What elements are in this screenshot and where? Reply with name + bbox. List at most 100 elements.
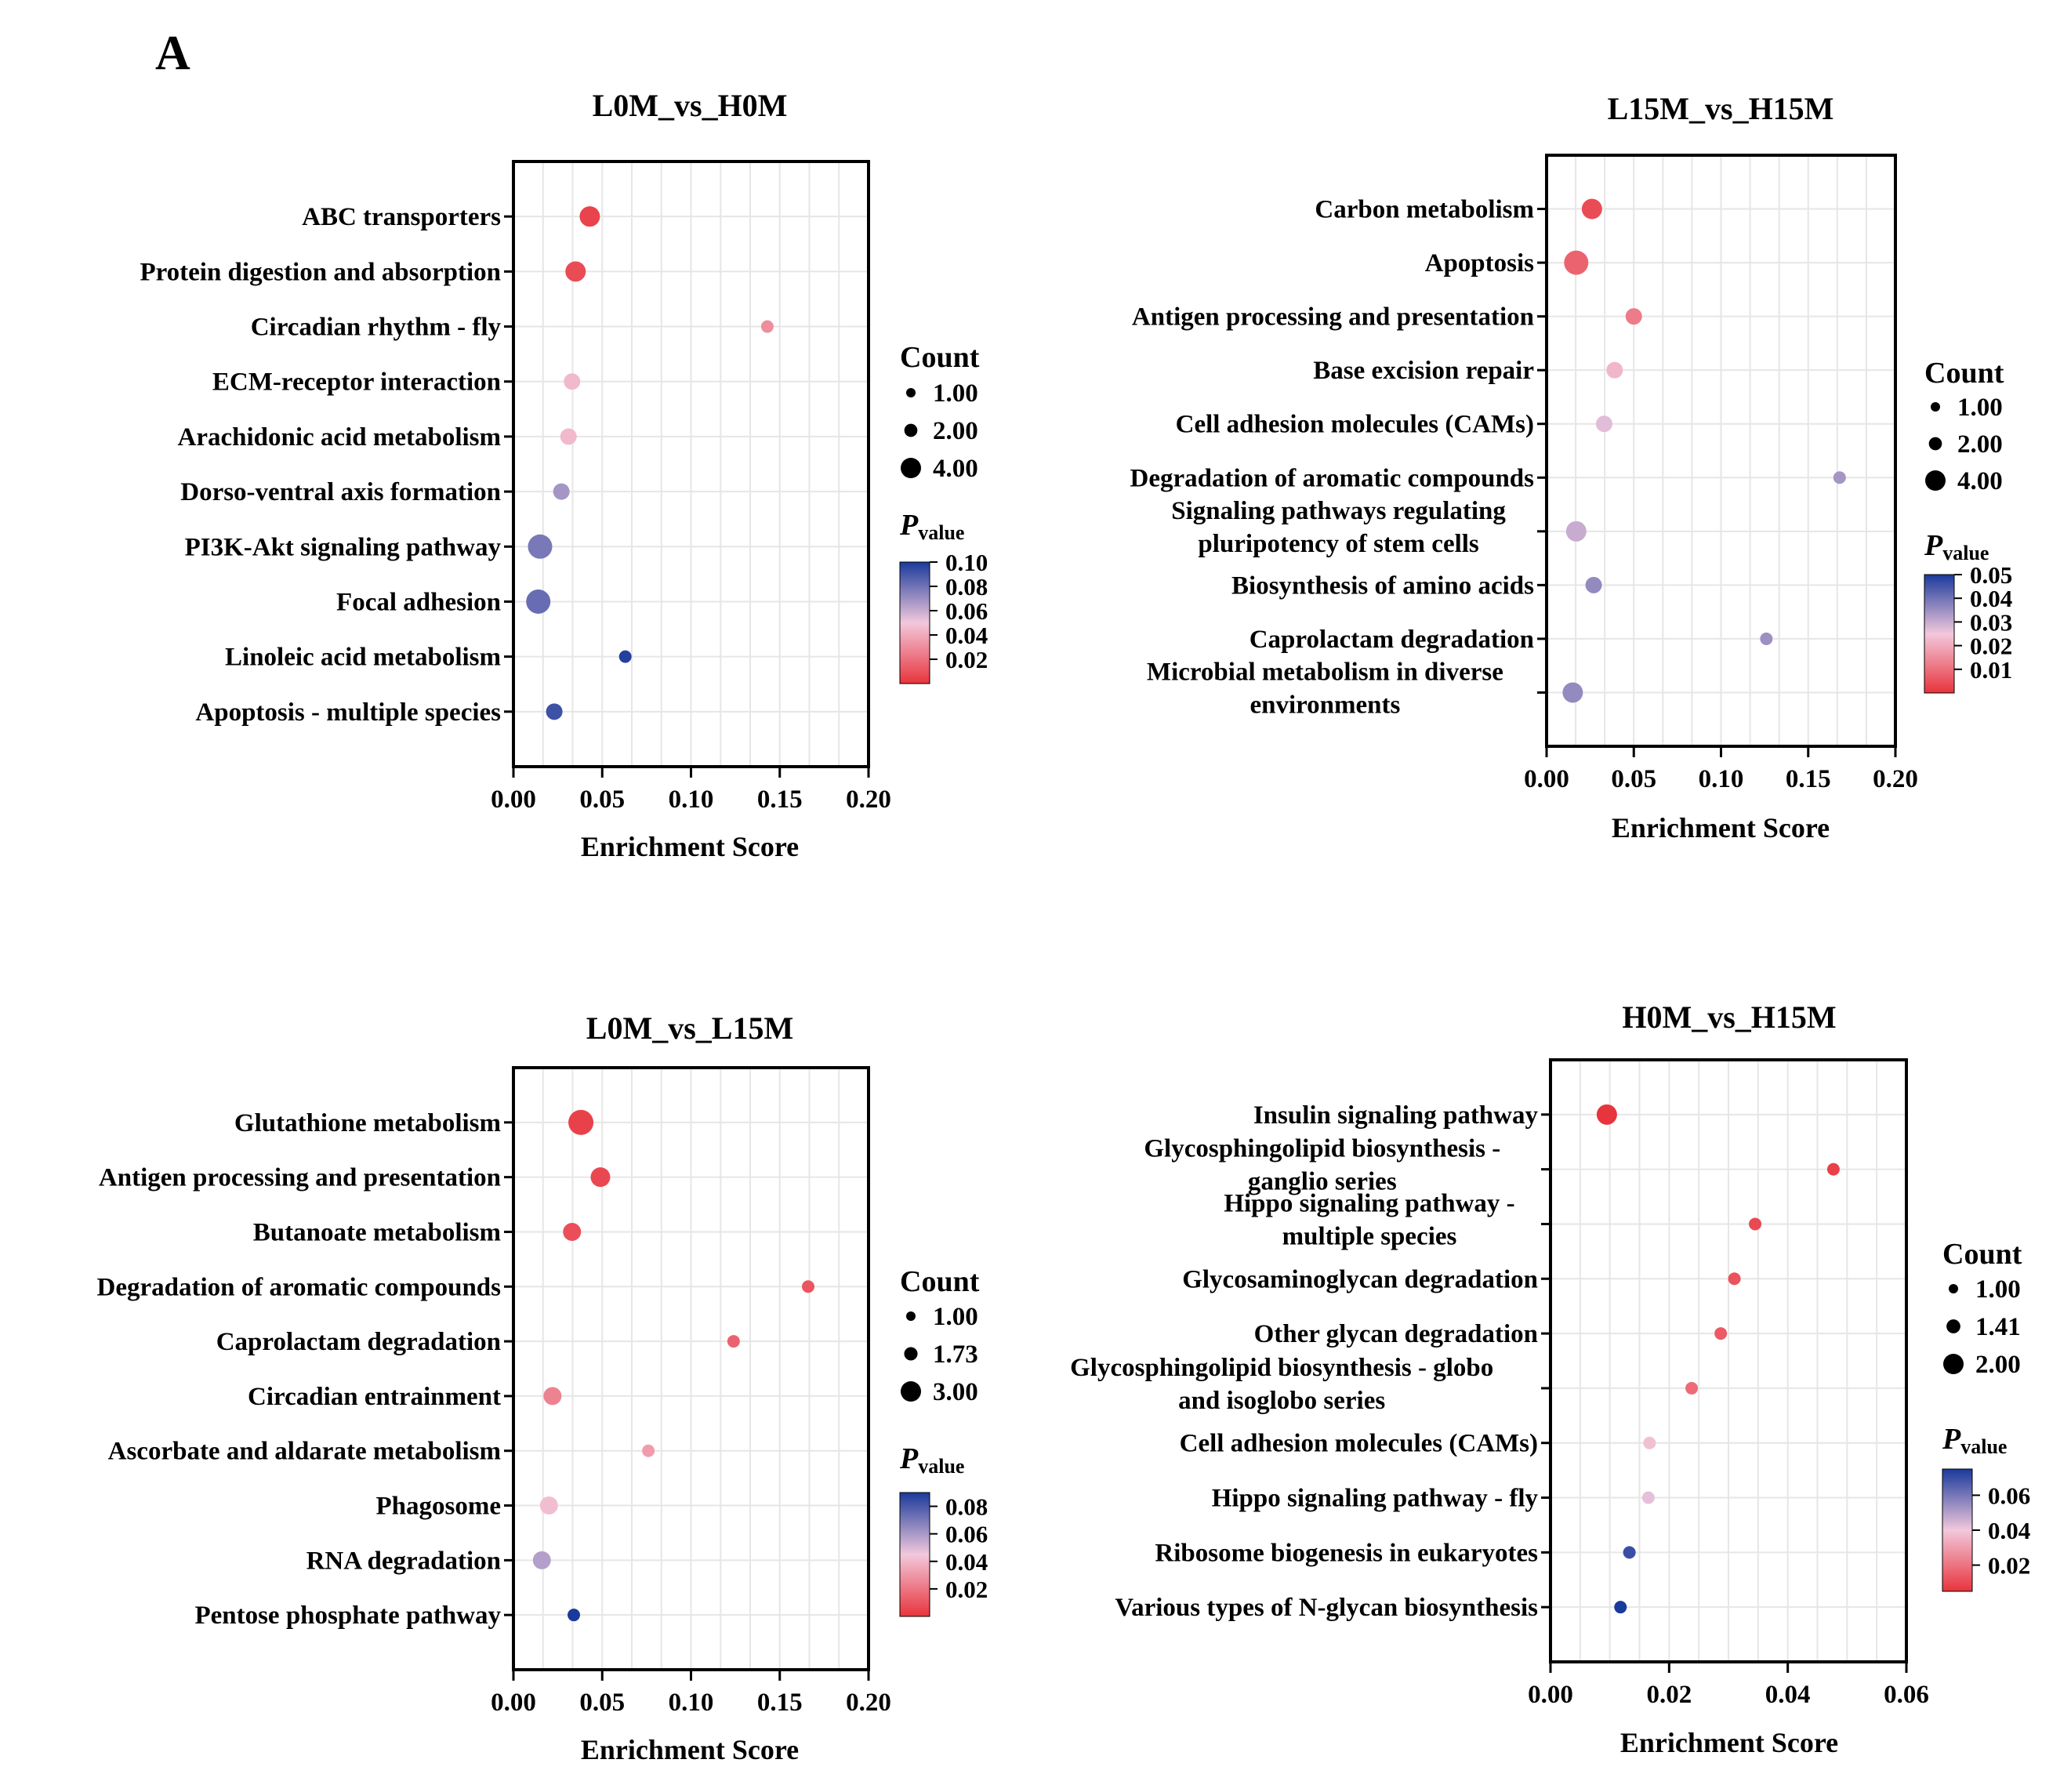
x-axis-label: Enrichment Score (1612, 812, 1830, 843)
count-legend-dot (1925, 470, 1946, 491)
y-tick-label: Arachidonic acid metabolism (178, 423, 501, 452)
count-legend-dot (901, 458, 921, 478)
y-tick-label: Ascorbate and aldarate metabolism (108, 1438, 501, 1466)
pvalue-legend-title: Pvalue (899, 509, 964, 544)
x-axis-label: Enrichment Score (581, 831, 799, 862)
count-legend-title: Count (1924, 357, 2004, 390)
pvalue-colorbar (899, 1492, 930, 1617)
colorbar-tick-label: 0.08 (945, 1493, 988, 1521)
data-point (590, 1167, 611, 1188)
data-point (1749, 1217, 1762, 1231)
data-point (760, 320, 774, 333)
x-tick-label: 0.00 (1524, 765, 1569, 793)
data-point (1596, 1104, 1617, 1125)
count-legend-label: 4.00 (933, 455, 978, 483)
data-point (1562, 682, 1583, 703)
x-axis-label: Enrichment Score (581, 1734, 799, 1765)
data-point (528, 534, 553, 559)
x-tick-label: 0.20 (1873, 765, 1918, 793)
y-tick-label: Caprolactam degradation (216, 1328, 501, 1356)
x-tick-label: 0.10 (1699, 765, 1744, 793)
count-legend-dot (906, 1311, 916, 1321)
data-point (568, 1609, 581, 1622)
data-point (560, 428, 577, 445)
y-tick-label: Butanoate metabolism (253, 1218, 501, 1246)
data-point (1833, 471, 1846, 484)
colorbar-tick-label: 0.10 (945, 549, 988, 576)
data-point (553, 483, 570, 500)
colorbar-tick-label: 0.08 (945, 573, 988, 600)
count-legend-dot (1949, 1284, 1958, 1293)
y-tick-label: ECM-receptor interaction (212, 368, 501, 397)
chart-title: L0M_vs_H0M (593, 88, 788, 123)
y-tick-label: Protein digestion and absorption (140, 258, 501, 286)
count-legend-label: 3.00 (933, 1378, 978, 1406)
data-point (563, 1222, 582, 1241)
x-tick-label: 0.04 (1765, 1681, 1811, 1709)
y-tick-label: Caprolactam degradation (1249, 626, 1534, 654)
count-legend-title: Count (1942, 1238, 2022, 1271)
data-point (1614, 1601, 1627, 1614)
y-tick-label: Linoleic acid metabolism (225, 644, 501, 672)
data-point (568, 1109, 594, 1135)
count-legend-title: Count (900, 341, 980, 374)
data-point (1595, 415, 1612, 433)
count-legend-title: Count (900, 1265, 980, 1298)
pvalue-colorbar (899, 561, 930, 684)
count-legend-label: 1.41 (1975, 1313, 2021, 1341)
x-tick-label: 0.10 (669, 1689, 714, 1717)
y-tick-label: Carbon metabolism (1315, 196, 1534, 224)
y-tick-label: Glycosaminoglycan degradation (1182, 1265, 1538, 1293)
y-tick-label: Apoptosis - multiple species (195, 698, 501, 727)
x-tick-label: 0.05 (579, 1689, 625, 1717)
y-tick-label: Glycosphingolipid biosynthesis - globo an… (1070, 1354, 1493, 1415)
y-tick-label: Various types of N-glycan biosynthesis (1115, 1594, 1538, 1622)
chart-title: L15M_vs_H15M (1608, 91, 1834, 126)
x-tick-label: 0.05 (1611, 765, 1656, 793)
y-tick-label: Cell adhesion molecules (CAMs) (1180, 1430, 1538, 1458)
chart-title: H0M_vs_H15M (1622, 999, 1836, 1035)
data-point (1714, 1327, 1728, 1340)
colorbar-tick-label: 0.04 (1970, 585, 2012, 612)
y-tick-label: Apoptosis (1425, 249, 1535, 278)
x-tick-label: 0.00 (491, 1689, 536, 1717)
y-tick-label: Antigen processing and presentation (99, 1164, 501, 1192)
count-legend-label: 1.00 (933, 1303, 978, 1331)
data-point (1625, 308, 1642, 325)
y-tick-label: Cell adhesion molecules (CAMs) (1176, 411, 1534, 439)
y-tick-label: Degradation of aromatic compounds (1130, 464, 1535, 492)
colorbar-tick-label: 0.05 (1970, 561, 2012, 589)
count-legend-label: 1.00 (1957, 394, 2003, 422)
data-point (1623, 1546, 1636, 1559)
y-tick-label: Circadian entrainment (248, 1383, 501, 1411)
x-tick-label: 0.05 (579, 785, 625, 814)
chart-panel: L15M_vs_H15M 0.00 0.05 0.10 0.15 0.20 Enrichme… (1130, 91, 2013, 843)
y-tick-label: Glycosphingolipid biosynthesis -ganglio … (1144, 1135, 1500, 1196)
x-tick-label: 0.20 (846, 1689, 891, 1717)
data-point (727, 1335, 740, 1348)
pvalue-legend-title: Pvalue (1942, 1423, 2007, 1458)
y-tick-label: Degradation of aromatic compounds (97, 1273, 502, 1301)
data-point (1606, 361, 1623, 379)
colorbar-tick-label: 0.01 (1970, 656, 2012, 684)
data-point (1585, 576, 1602, 593)
colorbar-tick-label: 0.03 (1970, 608, 2012, 636)
data-point (526, 589, 551, 614)
colorbar-tick-label: 0.06 (945, 1521, 988, 1548)
colorbar-tick-label: 0.06 (945, 597, 988, 625)
y-tick-label: RNA degradation (306, 1547, 501, 1575)
y-tick-label: Dorso-ventral axis formation (180, 478, 501, 506)
colorbar-tick-label: 0.04 (945, 1548, 988, 1576)
x-tick-label: 0.02 (1646, 1681, 1692, 1709)
count-legend-label: 4.00 (1957, 467, 2003, 495)
data-point (1581, 198, 1602, 219)
y-tick-label: Ribosome biogenesis in eukaryotes (1155, 1539, 1538, 1567)
data-point (618, 650, 632, 663)
plot-frame (1549, 1058, 1908, 1663)
count-legend-dot (906, 388, 916, 397)
colorbar-tick-label: 0.02 (945, 646, 988, 673)
chart-panel: H0M_vs_H15M 0.00 0.02 0.04 0.06 Enrichment Sc… (1070, 999, 2030, 1758)
pvalue-colorbar (1942, 1468, 1973, 1592)
y-tick-label: Antigen processing and presentation (1132, 303, 1534, 332)
